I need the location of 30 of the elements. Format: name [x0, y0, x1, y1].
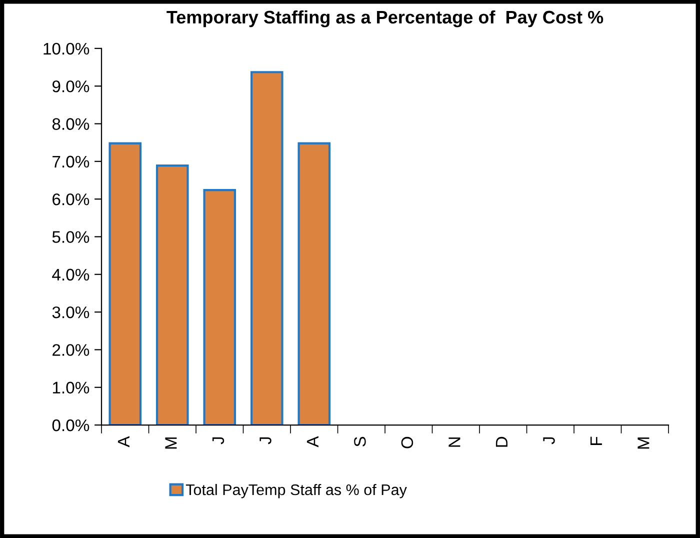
x-tick-label: F	[590, 436, 602, 445]
bar	[156, 164, 189, 426]
x-tick-label: S	[354, 436, 366, 446]
y-tick-label: 3.0%	[52, 306, 90, 318]
y-tick-label: 1.0%	[52, 382, 90, 394]
y-tick-label: 4.0%	[52, 268, 90, 281]
bar	[298, 142, 331, 426]
y-tick-label: 6.0%	[52, 193, 90, 206]
y-tick-label: 7.0%	[52, 156, 90, 168]
x-tick-label: M	[165, 438, 177, 449]
y-tick-label: 2.0%	[52, 344, 90, 356]
legend-label: Total PayTemp Staff as % of Pay	[186, 484, 407, 498]
x-tick-label: J	[212, 437, 224, 444]
bar	[108, 142, 142, 426]
y-tick-label: 8.0%	[52, 118, 90, 130]
x-tick-label: M	[638, 438, 650, 449]
x-tick-label: J	[260, 437, 272, 444]
x-tick-label: D	[496, 436, 508, 447]
bar	[250, 71, 284, 426]
chart-title: Temporary Staffing as a Percentage of Pay Cost %	[166, 10, 604, 28]
x-tick-label: A	[118, 436, 130, 448]
bar	[203, 188, 236, 426]
x-tick-label: N	[448, 437, 460, 447]
y-tick-label: 0.0%	[52, 419, 90, 432]
x-tick-label: A	[306, 436, 318, 448]
x-tick-label: J	[543, 437, 555, 444]
x-tick-label: O	[401, 436, 414, 448]
y-tick-label: 5.0%	[52, 231, 90, 243]
y-tick-label: 10.0%	[44, 42, 90, 55]
y-tick-label: 9.0%	[52, 80, 90, 92]
